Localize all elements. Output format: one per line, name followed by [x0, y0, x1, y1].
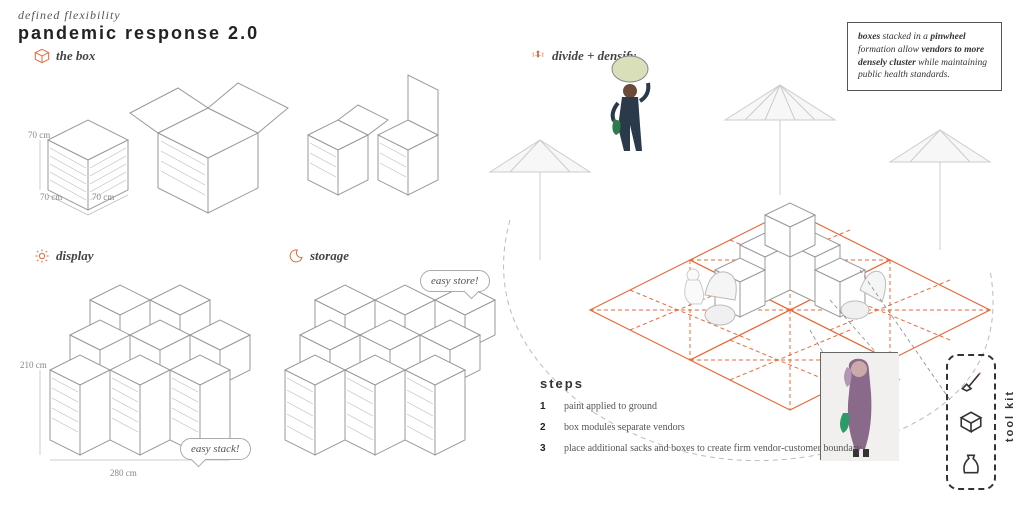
section-display-label: display [56, 248, 94, 264]
display-diagram [30, 270, 260, 500]
section-box-label: the box [56, 48, 95, 64]
sack-icon [955, 448, 987, 480]
moon-icon [288, 248, 304, 264]
step-text: paint applied to ground [564, 401, 657, 412]
header-subtitle: defined flexibility [18, 8, 259, 23]
step-row: 3 place additional sacks and boxes to cre… [540, 443, 861, 454]
step-text: place additional sacks and boxes to crea… [564, 443, 861, 454]
sun-icon [34, 248, 50, 264]
dim-stack-w: 280 cm [110, 468, 137, 478]
step-text: box modules separate vendors [564, 422, 685, 433]
toolkit-label: tool kit [1004, 390, 1016, 442]
steps: steps 1 paint applied to ground 2 box modul… [540, 376, 861, 464]
section-storage-label: storage [310, 248, 349, 264]
people-icon [530, 48, 546, 64]
box-diagrams [28, 70, 448, 230]
brush-icon [955, 364, 987, 396]
cube-icon [955, 406, 987, 438]
section-box: the box [34, 48, 95, 64]
toolkit [946, 354, 996, 490]
step-row: 2 box modules separate vendors [540, 422, 861, 433]
steps-heading: steps [540, 376, 861, 391]
section-display: display [34, 248, 94, 264]
step-row: 1 paint applied to ground [540, 401, 861, 412]
cube-icon [34, 48, 50, 64]
dim-box-h: 70 cm [28, 130, 50, 140]
section-storage: storage [288, 248, 349, 264]
step-number: 1 [540, 401, 550, 412]
header: defined flexibility pandemic response 2.… [18, 8, 259, 44]
dim-box-d: 70 cm [40, 192, 62, 202]
dim-stack-h: 210 cm [20, 360, 47, 370]
bubble-stack: easy stack! [180, 438, 251, 460]
header-title: pandemic response 2.0 [18, 23, 259, 44]
step-number: 3 [540, 443, 550, 454]
dim-box-w: 70 cm [92, 192, 114, 202]
step-number: 2 [540, 422, 550, 433]
person-carrying [600, 55, 660, 155]
